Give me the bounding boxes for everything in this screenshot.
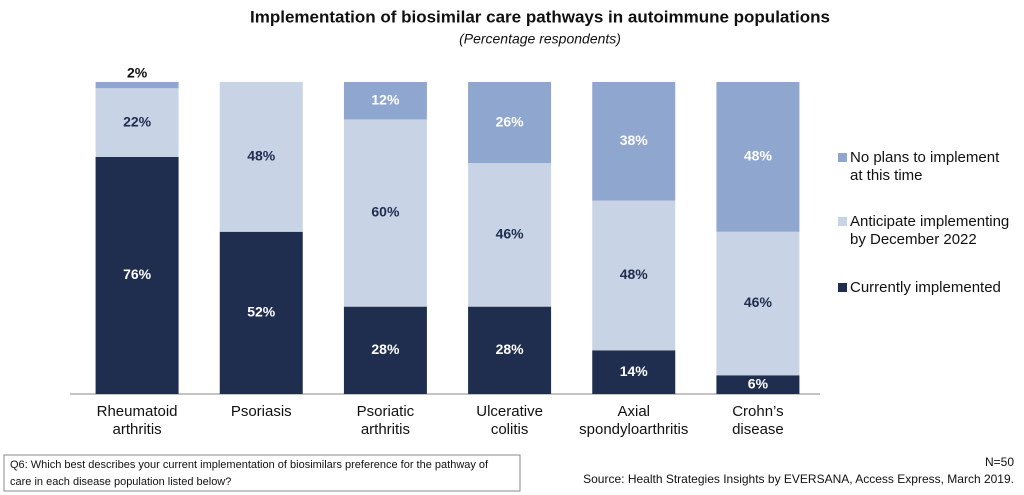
bar-segment	[343, 119, 427, 307]
bar-segment	[468, 82, 552, 164]
bar-segment	[592, 82, 676, 201]
value-label: 14%	[620, 363, 649, 379]
value-label: 28%	[496, 341, 525, 357]
value-label: 48%	[744, 148, 773, 164]
value-label: 48%	[247, 148, 276, 164]
value-label: 22%	[123, 113, 152, 129]
bar-segment	[592, 350, 676, 394]
legend-label: Currently implemented	[850, 279, 1001, 296]
chart-subtitle: (Percentage respondents)	[459, 31, 621, 47]
bar-segment	[716, 82, 800, 232]
source: Source: Health Strategies Insights by EV…	[583, 472, 1014, 486]
value-label: 48%	[620, 266, 649, 282]
bar-segment	[468, 306, 552, 394]
value-label: 6%	[748, 375, 769, 391]
value-label: 60%	[371, 204, 400, 220]
x-tick-label: Ulcerative colitis	[476, 403, 543, 438]
x-tick-label: Crohn’s disease	[732, 403, 784, 438]
x-tick-label: Psoriatic arthritis	[357, 403, 415, 438]
x-tick-label: Axial spondyloarthritis	[579, 403, 688, 438]
legend-label: Anticipate implementing by December 2022	[850, 213, 1009, 248]
value-label: 2%	[127, 65, 148, 81]
x-tick-label: Psoriasis	[231, 403, 292, 420]
bar-segment	[95, 156, 179, 394]
value-label: 46%	[496, 226, 525, 242]
bar-segment	[343, 306, 427, 394]
value-label: 26%	[496, 113, 525, 129]
bar-segment	[343, 82, 427, 120]
value-label: 52%	[247, 304, 276, 320]
bar-segment	[716, 375, 800, 394]
bar-segment	[95, 82, 179, 89]
sample-size: N=50	[985, 455, 1014, 469]
bar-segment	[219, 82, 303, 232]
value-label: 76%	[123, 266, 152, 282]
legend-swatch	[838, 283, 847, 292]
bar-segment	[219, 231, 303, 394]
legend-label: No plans to implement at this time	[850, 149, 1000, 184]
question: Q6: Which best describes your current im…	[10, 459, 489, 488]
question-box	[3, 454, 521, 492]
bar-segment	[592, 200, 676, 351]
value-label: 46%	[744, 294, 773, 310]
x-tick-label: Rheumatoid arthritis	[97, 403, 178, 438]
legend-swatch	[838, 153, 847, 162]
value-label: 28%	[371, 341, 400, 357]
legend-swatch	[838, 217, 847, 226]
bar-segment	[95, 88, 179, 157]
value-label: 38%	[620, 132, 649, 148]
bar-segment	[468, 163, 552, 307]
chart-title: Implementation of biosimilar care pathwa…	[250, 7, 830, 26]
bar-segment	[716, 231, 800, 376]
value-label: 12%	[371, 91, 400, 107]
